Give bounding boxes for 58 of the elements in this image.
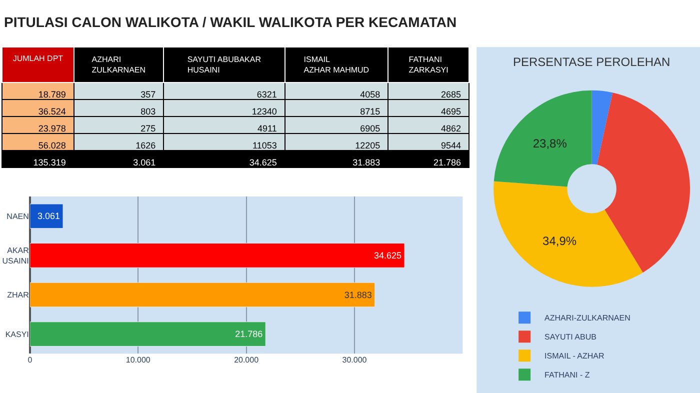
donut-slice	[494, 90, 592, 187]
y-tick-label: KASYI	[5, 330, 29, 339]
data-label: 34.625	[374, 250, 402, 260]
text: 2685	[440, 89, 461, 100]
text: 12205	[355, 140, 380, 150]
x-tick-label: 10.000	[126, 356, 151, 365]
text: 18.789	[38, 89, 66, 100]
legend-label: SAYUTI ABUB	[544, 332, 596, 342]
text: 1626	[136, 140, 156, 150]
x-tick-label: 30.000	[342, 356, 368, 365]
text: 275	[140, 123, 156, 134]
donut-slice	[597, 92, 690, 273]
text: PITULASI CALON WALIKOTA / WAKIL WALIKOTA PER KECAMATAN	[4, 14, 457, 30]
chart-title: PERSENTASE PEROLEHAN	[513, 55, 670, 69]
text: 3.061	[133, 157, 156, 168]
data-label: 21.786	[235, 329, 263, 340]
y-tick-label: ZHAR	[7, 290, 30, 300]
data-label: 31.883	[344, 290, 372, 300]
category-label: AZHARI ZULKARNAEN	[92, 55, 146, 75]
category-label: FATHANI ZARKASYI	[408, 55, 448, 75]
text: 6321	[256, 89, 277, 100]
category-label: JUMLAH DPT	[12, 54, 64, 64]
text: 36.524	[38, 106, 66, 116]
text: 23.978	[38, 123, 66, 134]
text: 4911	[258, 123, 277, 134]
text: 31.883	[352, 157, 380, 168]
y-tick-label: AKAR USAINI	[2, 246, 30, 266]
x-tick-label: 20.000	[234, 356, 260, 365]
bar	[30, 243, 405, 268]
data-label: 23,8%	[532, 136, 568, 151]
text: 357	[140, 89, 156, 100]
text: 8715	[360, 106, 380, 116]
donut-slice	[592, 90, 613, 165]
data-label: 34,9%	[542, 234, 577, 248]
text: 21.786	[433, 157, 461, 168]
legend-label: FATHANI - Z	[544, 370, 590, 380]
text: 4695	[440, 106, 461, 116]
bar	[30, 204, 64, 229]
legend-label: AZHARI-ZULKARNAEN	[544, 314, 631, 323]
text: 4862	[440, 123, 461, 134]
category-label: SAYUTI ABUBAKAR HUSAINI	[187, 55, 262, 75]
category-label: ISMAIL AZHAR MAHMUD	[304, 55, 370, 75]
text: 803	[140, 106, 156, 116]
x-tick-label: 0	[28, 356, 33, 365]
bar	[30, 282, 376, 308]
text: 12340	[252, 106, 277, 116]
y-tick-label: NAEN	[6, 212, 30, 221]
donut-slice	[494, 181, 643, 287]
text: 6905	[360, 123, 380, 134]
bar	[30, 322, 266, 346]
text: 135.319	[33, 157, 66, 168]
data-label: 3.061	[38, 211, 60, 222]
text: 4058	[360, 89, 380, 100]
legend-label: ISMAIL - AZHAR	[544, 352, 604, 361]
text: 9544	[440, 140, 461, 150]
text: 56.028	[38, 140, 66, 150]
text: 11053	[252, 140, 277, 150]
text: 34.625	[249, 157, 277, 168]
